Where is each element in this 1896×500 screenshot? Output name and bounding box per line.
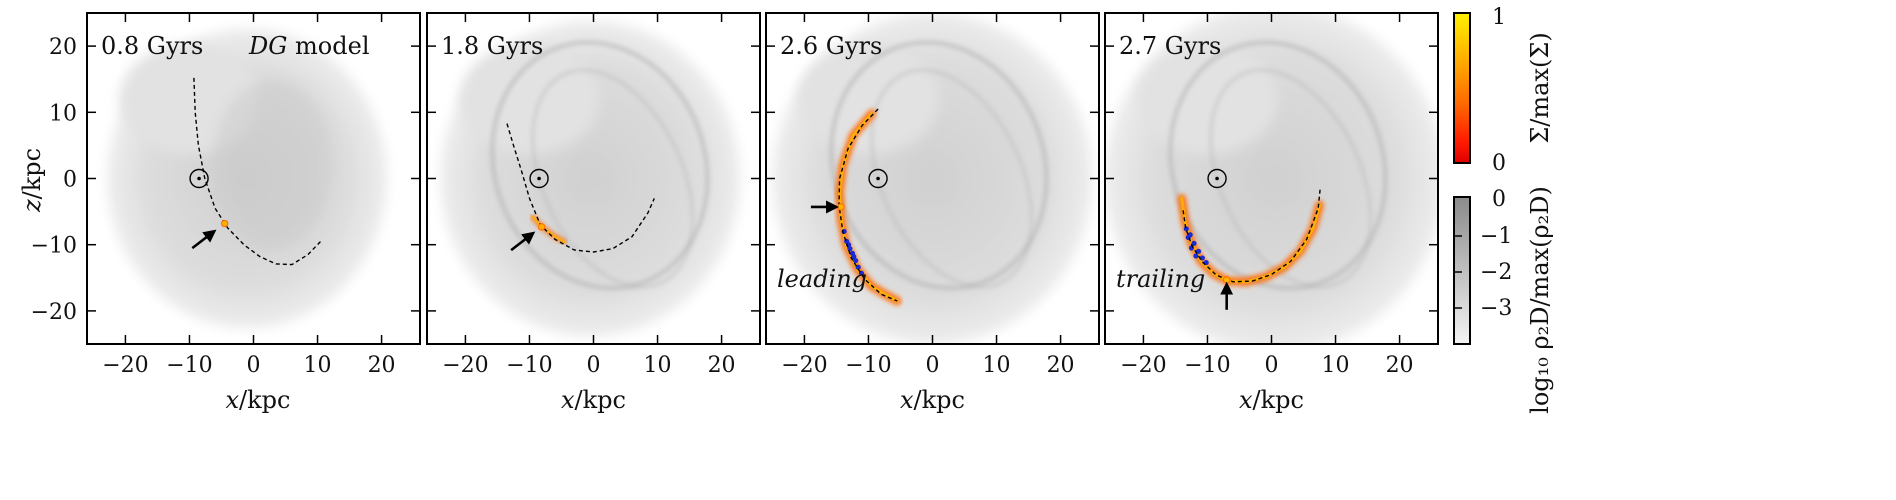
colorbar-top-tick-0: 0 <box>1492 151 1506 176</box>
blue-point <box>1193 253 1199 259</box>
colorbar-bottom-label: log₁₀ ρ₂D/max(ρ₂D) <box>1526 186 1554 414</box>
gas-core <box>212 80 333 251</box>
x-tick-label: 0 <box>247 353 261 378</box>
blue-point <box>1183 226 1189 232</box>
arrow-marker <box>510 231 536 252</box>
x-tick-label: −10 <box>845 353 891 378</box>
gas-ring-inner <box>531 68 695 289</box>
blue-point <box>1195 248 1202 254</box>
orbit-line <box>506 123 655 253</box>
sun-symbol <box>868 168 888 189</box>
satellite-position <box>1222 276 1231 284</box>
x-tick-label: 0 <box>926 353 940 378</box>
blue-point <box>847 246 853 252</box>
panel-3: −20 −10 0 10 20 x/kpc 2.6 Gyrs leading <box>765 12 1100 414</box>
x-tick-label: −20 <box>781 353 827 378</box>
satellite-position <box>220 219 229 228</box>
x-tick-label: −10 <box>506 353 552 378</box>
x-tick-label: 20 <box>708 353 736 378</box>
colorbar-bottom-tick-m2: −2 <box>1480 260 1512 285</box>
x-tick-label: −20 <box>102 353 148 378</box>
gas-ring-inner <box>1209 68 1373 289</box>
x-tick-label: 0 <box>1265 353 1279 378</box>
x-tick-label: −20 <box>1120 353 1166 378</box>
blue-point <box>851 254 857 260</box>
x-tick-label: 20 <box>1047 353 1075 378</box>
panel-note-label: leading <box>777 265 867 293</box>
panel-4: −20 −10 0 10 20 x/kpc 2.7 Gyrs trailing <box>1104 12 1439 414</box>
orbit-line <box>838 108 898 302</box>
sun-symbol <box>529 168 549 189</box>
colorbar-top-tick-1: 1 <box>1492 5 1506 30</box>
y-axis-label: z/kpc <box>18 148 46 213</box>
satellite-position <box>837 203 845 211</box>
colorbar-top-label: Σ/max(Σ) <box>1526 32 1554 143</box>
sun-symbol <box>1207 168 1227 189</box>
x-tick-label: 0 <box>587 353 601 378</box>
panel-time-label: 2.6 Gyrs <box>780 32 882 60</box>
x-tick-label: 10 <box>983 353 1011 378</box>
colorbar-top: 1 0 Σ/max(Σ) <box>1453 5 1554 176</box>
tidal-stream-core <box>531 215 566 244</box>
x-tick-label: 10 <box>304 353 332 378</box>
y-tick-label: −20 <box>31 300 77 325</box>
x-tick-label: 10 <box>1322 353 1350 378</box>
colorbar-bottom-tick-m1: −1 <box>1480 224 1512 249</box>
satellite-position <box>537 223 546 231</box>
arrow-marker <box>191 229 217 250</box>
panel-time-label: 2.7 Gyrs <box>1119 32 1221 60</box>
gas-lobe <box>459 44 600 155</box>
x-tick-label: 20 <box>1386 353 1414 378</box>
gas-ring-inner <box>870 68 1034 289</box>
colorbar-bottom-tick-m3: −3 <box>1480 296 1512 321</box>
y-tick-label: 0 <box>63 168 77 193</box>
panel-1: −20 −10 0 10 20 −20 −10 0 10 20 0.8 Gyrs DG model <box>31 12 421 378</box>
gas-lobe <box>1137 44 1278 155</box>
gas-lobe <box>798 44 939 155</box>
colorbar-top-bar <box>1453 12 1471 164</box>
x-axis-label-4: x/kpc <box>1239 386 1304 414</box>
panel-note-label: trailing <box>1116 265 1205 293</box>
x-axis-label-3: x/kpc <box>900 386 965 414</box>
x-axis-labels: x/kpc <box>226 386 291 414</box>
colorbar-bottom: 0 −1 −2 −3 log₁₀ ρ₂D/max(ρ₂D) <box>1453 186 1554 414</box>
x-tick-label: −10 <box>166 353 212 378</box>
x-tick-label: −10 <box>1184 353 1230 378</box>
colorbar-bottom-tick-0: 0 <box>1492 187 1506 212</box>
colorbar-bottom-bar <box>1453 196 1471 345</box>
x-tick-label: 10 <box>644 353 672 378</box>
orbit-line <box>193 77 322 266</box>
x-axis-label-1: x/kpc <box>226 386 291 414</box>
panel-time-label: 0.8 Gyrs <box>101 32 203 60</box>
panel-model-label: DG model <box>248 32 370 60</box>
sun-dot <box>1215 176 1219 181</box>
panel-2: −20 −10 0 10 20 x/kpc 1.8 Gyrs <box>426 12 761 414</box>
x-tick-label: 20 <box>368 353 396 378</box>
blue-point <box>1191 240 1197 246</box>
sun-dot <box>197 176 201 181</box>
y-tick-label: 10 <box>49 101 77 126</box>
y-tick-label: 20 <box>49 35 77 60</box>
x-axis-label-2: x/kpc <box>561 386 626 414</box>
blue-point <box>853 257 859 264</box>
y-tick-label: −10 <box>31 234 77 259</box>
sun-dot <box>537 176 541 181</box>
sun-dot <box>876 176 880 181</box>
panel-time-label: 1.8 Gyrs <box>441 32 543 60</box>
sun-symbol <box>189 168 209 189</box>
gas-ring <box>490 40 710 291</box>
x-tick-label: −20 <box>442 353 488 378</box>
